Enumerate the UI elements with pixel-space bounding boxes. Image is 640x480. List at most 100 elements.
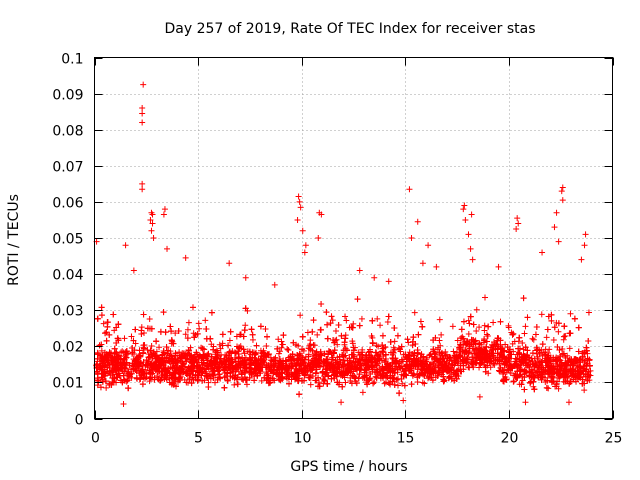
data-point [376,368,383,375]
data-point [128,333,135,340]
data-point [417,318,424,325]
data-point [560,378,567,385]
data-point [494,335,501,342]
data-point [113,349,120,356]
data-point [185,319,192,326]
data-point [207,335,214,342]
data-point [476,344,483,351]
data-point [445,375,452,382]
data-point [306,374,313,381]
data-point [396,346,403,353]
data-point [299,346,306,353]
data-point [139,381,146,388]
data-point [565,359,572,366]
data-point [279,360,286,367]
data-point [110,311,117,318]
data-point [460,318,467,325]
data-point [154,372,161,379]
data-point [261,359,268,366]
data-point [494,350,501,357]
data-point [331,347,338,354]
data-point [389,359,396,366]
data-point [341,339,348,346]
data-point [241,350,248,357]
data-point [139,350,146,357]
data-point [396,390,403,397]
data-point [192,375,199,382]
data-point [510,378,517,385]
data-point [334,379,341,386]
data-point [476,324,483,331]
data-point [390,349,397,356]
data-point [234,365,241,372]
data-point [318,300,325,307]
data-point [382,357,389,364]
data-point [359,389,366,396]
data-point [240,333,247,340]
data-point [362,354,369,361]
data-point [294,377,301,384]
data-point [558,365,565,372]
data-point [328,375,335,382]
data-point [225,361,232,368]
data-point [207,375,214,382]
data-point [305,353,312,360]
data-point [222,351,229,358]
data-point [258,377,265,384]
data-point [113,363,120,370]
data-point [188,380,195,387]
data-point [398,356,405,363]
data-point [536,350,543,357]
data-point [369,317,376,324]
data-point [231,349,238,356]
data-point [242,369,249,376]
data-point [564,373,571,380]
data-point [172,330,179,337]
data-point [299,333,306,340]
data-point [449,323,456,330]
data-point [567,365,574,372]
data-point [544,362,551,369]
data-point [566,345,573,352]
data-point [101,369,108,376]
data-point [157,328,164,335]
data-point [189,304,196,311]
data-point [137,375,144,382]
data-point [276,356,283,363]
data-point [274,345,281,352]
data-point [521,386,528,393]
data-point [400,372,407,379]
data-point [520,295,527,302]
data-point [356,355,363,362]
data-point [211,367,218,374]
data-point [232,350,239,357]
data-point [394,382,401,389]
data-point [454,367,461,374]
data-point [248,326,255,333]
data-point [217,345,224,352]
data-point [382,344,389,351]
data-point [499,345,506,352]
data-point [324,321,331,328]
data-point [527,379,534,386]
data-point [149,354,156,361]
data-point [494,345,501,352]
data-point [284,345,291,352]
data-point [401,371,408,378]
data-point [115,321,122,328]
data-point [252,351,259,358]
data-point [147,347,154,354]
data-point [550,336,557,343]
data-point [342,313,349,320]
data-point [381,380,388,387]
data-point [221,384,228,391]
data-point [362,362,369,369]
data-point [307,337,314,344]
data-point [165,357,172,364]
data-point [440,378,447,385]
data-points-layer [93,81,594,408]
data-point [516,334,523,341]
data-point [538,311,545,318]
data-point [567,310,574,317]
